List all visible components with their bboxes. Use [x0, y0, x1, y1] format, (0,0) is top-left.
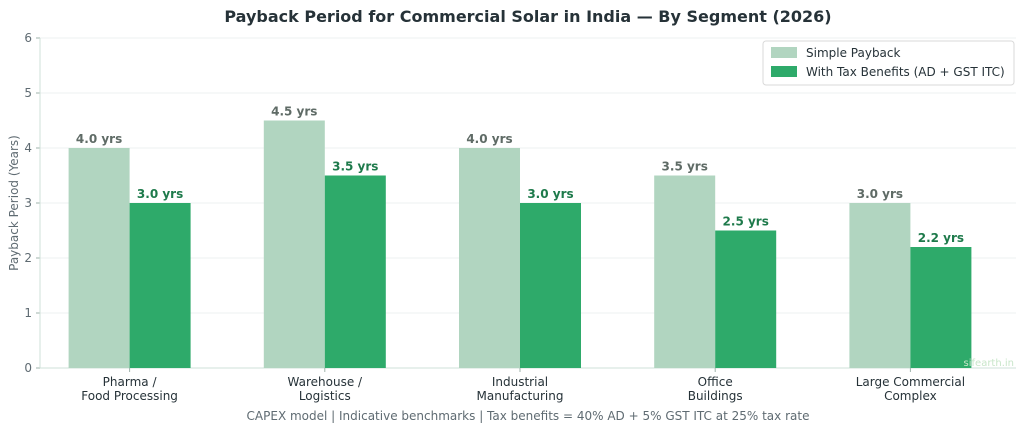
legend-entry-simple-payback: Simple Payback — [806, 46, 901, 60]
data-label: 4.0 yrs — [466, 132, 512, 146]
y-tick-label: 5 — [24, 86, 32, 100]
legend-frame — [762, 40, 1015, 86]
y-tick-label: 6 — [24, 31, 32, 45]
y-tick-label: 3 — [24, 196, 32, 210]
y-tick-label: 4 — [24, 141, 32, 155]
legend-swatch-with-tax-benefits — [771, 66, 797, 77]
data-label: 2.5 yrs — [723, 215, 769, 229]
bars — [68, 120, 972, 368]
chart-title: Payback Period for Commercial Solar in I… — [224, 7, 831, 26]
x-tick-label: Large Commercial — [856, 375, 965, 389]
category-labels: Pharma /Food Processing Warehouse /Logist… — [81, 375, 965, 403]
x-tick-label: Industrial — [492, 375, 548, 389]
data-label: 3.0 yrs — [857, 187, 903, 201]
bar-simple-payback — [263, 120, 325, 368]
data-label: 2.2 yrs — [918, 231, 964, 245]
y-tick-label: 2 — [24, 251, 32, 265]
data-label: 3.0 yrs — [137, 187, 183, 201]
x-tick-label: Food Processing — [81, 389, 178, 403]
x-tick-label: Pharma / — [103, 375, 158, 389]
bar-simple-payback — [654, 175, 716, 368]
bar-with-tax-benefits — [129, 203, 191, 368]
bar-with-tax-benefits — [910, 247, 972, 368]
data-label: 4.5 yrs — [271, 105, 317, 119]
data-labels: 4.0 yrs 3.0 yrs 4.5 yrs 3.5 yrs 4.0 yrs 3.0 y… — [76, 105, 964, 246]
bar-simple-payback — [68, 148, 130, 368]
bar-simple-payback — [459, 148, 520, 368]
x-tick-label: Manufacturing — [477, 389, 564, 403]
data-label: 4.0 yrs — [76, 132, 122, 146]
legend-swatch-simple-payback — [771, 47, 797, 58]
y-tick-label: 0 — [24, 361, 32, 375]
x-tick-label: Buildings — [688, 389, 743, 403]
bar-with-tax-benefits — [520, 203, 581, 368]
x-tick-label: Complex — [884, 389, 937, 403]
bar-with-tax-benefits — [324, 175, 386, 368]
x-tick-label: Logistics — [299, 389, 351, 403]
data-label: 3.5 yrs — [662, 160, 708, 174]
x-tick-label: Warehouse / — [288, 375, 364, 389]
chart-footnote: CAPEX model | Indicative benchmarks | Ta… — [247, 409, 810, 423]
bar-simple-payback — [849, 203, 911, 368]
legend: Simple Payback With Tax Benefits (AD + G… — [762, 40, 1015, 86]
x-tick-label: Office — [698, 375, 733, 389]
data-label: 3.0 yrs — [527, 187, 573, 201]
y-tick-label: 1 — [24, 306, 32, 320]
watermark: sifearth.in — [964, 358, 1014, 369]
bar-with-tax-benefits — [715, 230, 777, 368]
data-label: 3.5 yrs — [332, 160, 378, 174]
y-axis-label: Payback Period (Years) — [7, 135, 21, 271]
legend-entry-with-tax-benefits: With Tax Benefits (AD + GST ITC) — [806, 65, 1005, 79]
